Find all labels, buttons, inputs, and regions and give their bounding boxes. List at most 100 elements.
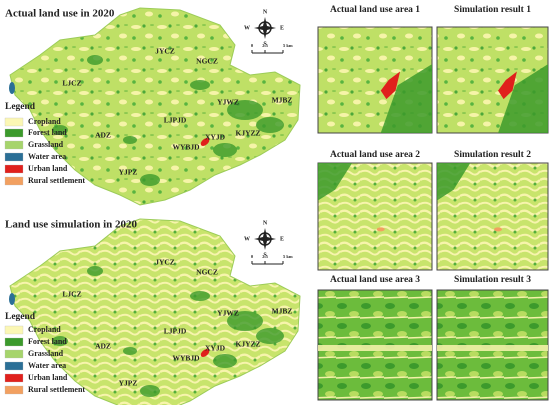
region-label: MJBZ	[272, 307, 293, 316]
panel-title: Simulation result 1	[454, 5, 531, 15]
scale-label: 2.5	[262, 254, 268, 259]
urban-patch	[380, 71, 401, 100]
water-patch	[9, 82, 15, 94]
region-label: NGCZ	[196, 57, 218, 66]
forest-patch	[140, 385, 160, 397]
forest-patch	[190, 80, 210, 90]
forest-patch	[227, 100, 263, 120]
forest-patch	[213, 143, 237, 157]
legend-label: Rural settlement	[28, 176, 85, 185]
compass-label: E	[280, 25, 284, 31]
legend-swatch	[4, 373, 24, 383]
water-patch	[9, 293, 15, 305]
map-title: Actual land use in 2020	[5, 8, 115, 20]
legend-swatch	[4, 152, 24, 162]
region-label: MJBZ	[272, 96, 293, 105]
forest-patch	[256, 328, 284, 344]
legend-swatch	[4, 140, 24, 150]
map-title: Land use simulation in 2020	[5, 219, 138, 231]
root: Actual land use in 2020 JYCZ NGCZ LJCZ YJWZ M…	[4, 5, 549, 405]
forest-patch	[190, 291, 210, 301]
forest-patch	[140, 174, 160, 186]
legend-swatch	[4, 361, 24, 371]
forest-patch	[52, 336, 68, 346]
region-label: YJPZ	[119, 168, 138, 177]
panel-title: Actual land use area 1	[330, 5, 420, 15]
legend-swatch	[4, 349, 24, 359]
cropland-strip	[318, 345, 432, 351]
region-label: ADZ	[95, 131, 111, 140]
scale-label: 5 km	[283, 254, 293, 259]
forest-patch	[227, 311, 263, 331]
map	[9, 7, 301, 206]
panel-title: Actual land use area 3	[330, 275, 420, 285]
urban-patch	[498, 71, 517, 100]
forest-patch	[87, 266, 103, 276]
legend-swatch	[4, 385, 24, 395]
compass-label: E	[280, 236, 284, 242]
region-label: YJWZ	[217, 98, 239, 107]
scale-label: 2.5	[262, 43, 268, 48]
legend-label: Cropland	[28, 325, 61, 334]
region-label: KJYZZ	[235, 340, 260, 349]
legend-label: Cropland	[28, 117, 61, 126]
compass-label: W	[244, 25, 250, 31]
legend-label: Forest land	[28, 337, 67, 346]
compass-arrows	[254, 228, 276, 250]
forest-patch	[318, 163, 353, 201]
panel-title: Actual land use area 2	[330, 150, 420, 160]
compass-label: W	[244, 236, 250, 242]
legend-label: Water area	[28, 152, 66, 161]
forest-patch	[213, 354, 237, 368]
compass-arrows	[254, 17, 276, 39]
region-label: JYCZ	[155, 258, 175, 267]
region-label: XYJD	[205, 344, 226, 353]
forest-patch	[87, 55, 103, 65]
cropland-strip	[437, 345, 548, 351]
legend-label: Urban land	[28, 373, 68, 382]
region-label: WYBJD	[172, 143, 200, 152]
region-label: LJPJD	[164, 327, 187, 336]
legend-label: Forest land	[28, 128, 67, 137]
forest-patch	[437, 163, 471, 201]
region-label: LJCZ	[62, 290, 81, 299]
legend-swatch	[4, 337, 24, 347]
legend-swatch	[4, 176, 24, 186]
legend-label: Grassland	[28, 140, 64, 149]
forest-patch	[52, 125, 68, 135]
legend-label: Urban land	[28, 164, 68, 173]
forest-patch	[256, 117, 284, 133]
region-label: YJPZ	[119, 379, 138, 388]
forest-patch	[380, 64, 432, 133]
rural-patch	[494, 227, 503, 232]
scale-label: 5 km	[283, 43, 293, 48]
legend-swatch	[4, 164, 24, 174]
legend-label: Rural settlement	[28, 385, 85, 394]
legend-label: Water area	[28, 361, 66, 370]
legend-title: Legend	[5, 102, 36, 112]
legend-swatch	[4, 117, 24, 127]
region-label: JYCZ	[155, 47, 175, 56]
legend-label: Grassland	[28, 349, 64, 358]
region-label: NGCZ	[196, 268, 218, 277]
compass-label: N	[263, 220, 268, 226]
legend-swatch	[4, 128, 24, 138]
region-label: ADZ	[95, 342, 111, 351]
compass-label: S	[263, 41, 267, 47]
region-label: WYBJD	[172, 354, 200, 363]
region-label: LJCZ	[62, 79, 81, 88]
rural-patch	[376, 227, 385, 232]
panel-title: Simulation result 2	[454, 150, 531, 160]
region-label: KJYZZ	[235, 129, 260, 138]
legend-title: Legend	[5, 312, 36, 322]
panel-title: Simulation result 3	[454, 275, 531, 285]
compass-label: S	[263, 252, 267, 258]
urban-patch	[200, 138, 210, 146]
region-label: LJPJD	[164, 116, 187, 125]
region-label: XYJD	[205, 133, 226, 142]
scale-label: 0	[251, 254, 254, 259]
forest-patch	[123, 347, 137, 355]
urban-patch	[200, 349, 210, 357]
region-label: YJWZ	[217, 309, 239, 318]
